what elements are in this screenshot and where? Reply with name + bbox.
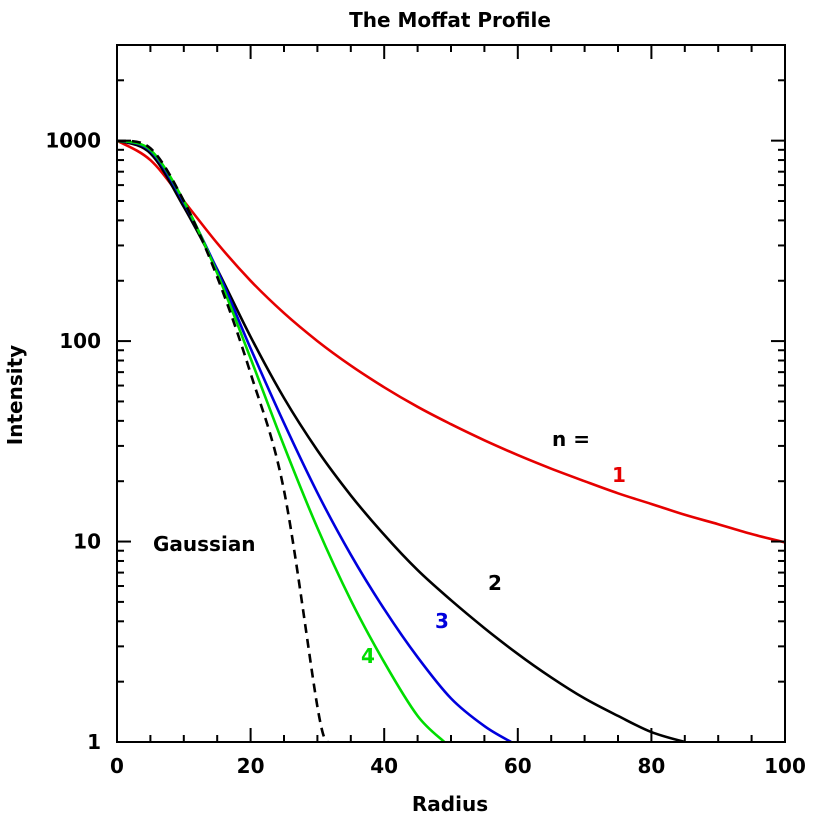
x-axis-title: Radius xyxy=(412,792,488,816)
plot-content xyxy=(117,139,785,742)
x-tick-labels: 0 20 40 60 80 100 xyxy=(110,754,806,778)
x-tick-label: 40 xyxy=(370,754,398,778)
axis-ticks xyxy=(116,44,786,743)
series-label-n2: 2 xyxy=(488,571,502,595)
legend-header: n = xyxy=(552,427,590,451)
series-line-n1 xyxy=(117,139,785,544)
y-tick-labels: 1 10 100 1000 xyxy=(45,129,101,754)
y-tick-label: 100 xyxy=(59,329,101,353)
y-tick-label: 1 xyxy=(87,730,101,754)
x-tick-label: 0 xyxy=(110,754,124,778)
y-axis-title: Intensity xyxy=(3,345,27,445)
y-tick-label: 1000 xyxy=(45,129,101,153)
y-tick-label: 10 xyxy=(73,530,101,554)
series-label-n4: 4 xyxy=(361,644,375,668)
x-tick-label: 20 xyxy=(237,754,265,778)
x-tick-label: 100 xyxy=(764,754,806,778)
series-label-n1: 1 xyxy=(612,463,626,487)
series-label-n3: 3 xyxy=(435,609,449,633)
chart-title: The Moffat Profile xyxy=(349,8,551,32)
series-line-gaussian xyxy=(117,139,329,742)
x-tick-label: 80 xyxy=(637,754,665,778)
series-labels: 1 2 3 4 Gaussian xyxy=(153,463,626,668)
x-tick-label: 60 xyxy=(504,754,532,778)
series-label-gaussian: Gaussian xyxy=(153,532,256,556)
